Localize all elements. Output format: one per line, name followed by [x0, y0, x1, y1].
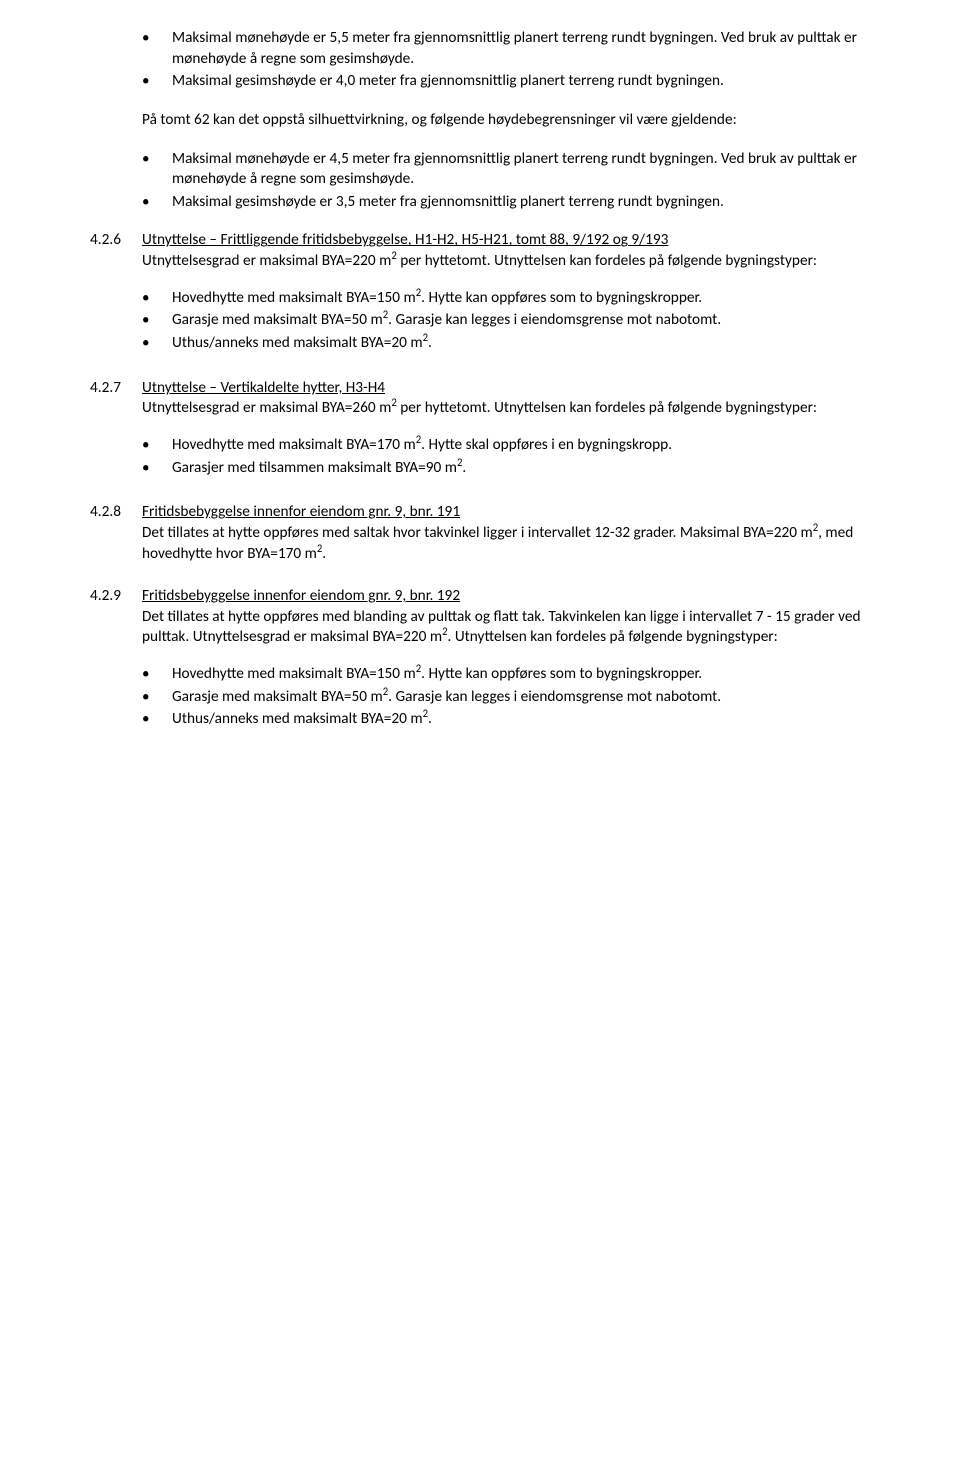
list-item: Uthus/anneks med maksimalt BYA=20 m2. — [142, 709, 870, 730]
section-text: Fritidsbebyggelse innenfor eiendom gnr. … — [142, 586, 870, 648]
section-text: Utnyttelse – Vertikaldelte hytter, H3-H4… — [142, 378, 870, 419]
section-bullet-list: Hovedhytte med maksimalt BYA=150 m2. Hyt… — [142, 288, 870, 354]
section-bullet-list: Hovedhytte med maksimalt BYA=150 m2. Hyt… — [142, 664, 870, 730]
section-title: Fritidsbebyggelse innenfor eiendom gnr. … — [142, 502, 460, 521]
section-bullet-list: Hovedhytte med maksimalt BYA=170 m2. Hyt… — [142, 435, 870, 478]
section-4-2-9: 4.2.9Fritidsbebyggelse innenfor eiendom … — [90, 586, 870, 748]
list-item: Maksimal gesimshøyde er 4,0 meter fra gj… — [142, 71, 870, 92]
list-item: Hovedhytte med maksimalt BYA=150 m2. Hyt… — [142, 288, 870, 309]
section-title: Fritidsbebyggelse innenfor eiendom gnr. … — [142, 586, 460, 605]
list-item: Maksimal gesimshøyde er 3,5 meter fra gj… — [142, 192, 870, 213]
list-item: Garasjer med tilsammen maksimalt BYA=90 … — [142, 458, 870, 479]
list-item: Garasje med maksimalt BYA=50 m2. Garasje… — [142, 687, 870, 708]
section-body: Fritidsbebyggelse innenfor eiendom gnr. … — [142, 586, 870, 748]
section-number: 4.2.8 — [90, 502, 142, 580]
section-number: 4.2.7 — [90, 378, 142, 497]
section-body-text: Utnyttelsesgrad er maksimal BYA=220 m2 p… — [142, 251, 817, 270]
section-body: Fritidsbebyggelse innenfor eiendom gnr. … — [142, 502, 870, 580]
section-number: 4.2.9 — [90, 586, 142, 748]
list-item: Maksimal mønehøyde er 4,5 meter fra gjen… — [142, 149, 870, 190]
section-body: Utnyttelse – Frittliggende fritidsbebygg… — [142, 230, 870, 371]
section-4-2-6: 4.2.6Utnyttelse – Frittliggende fritidsb… — [90, 230, 870, 371]
section-4-2-8: 4.2.8Fritidsbebyggelse innenfor eiendom … — [90, 502, 870, 580]
section-4-2-7: 4.2.7Utnyttelse – Vertikaldelte hytter, … — [90, 378, 870, 497]
section-text: Utnyttelse – Frittliggende fritidsbebygg… — [142, 230, 870, 271]
list-item: Hovedhytte med maksimalt BYA=150 m2. Hyt… — [142, 664, 870, 685]
mid-bullet-list: Maksimal mønehøyde er 4,5 meter fra gjen… — [142, 149, 870, 213]
section-title: Utnyttelse – Frittliggende fritidsbebygg… — [142, 230, 668, 249]
mid-intro-paragraph: På tomt 62 kan det oppstå silhuettvirkni… — [142, 110, 870, 131]
section-body: Utnyttelse – Vertikaldelte hytter, H3-H4… — [142, 378, 870, 497]
section-body-text: Utnyttelsesgrad er maksimal BYA=260 m2 p… — [142, 398, 817, 417]
section-text: Fritidsbebyggelse innenfor eiendom gnr. … — [142, 502, 870, 564]
list-item: Maksimal mønehøyde er 5,5 meter fra gjen… — [142, 28, 870, 69]
list-item: Uthus/anneks med maksimalt BYA=20 m2. — [142, 333, 870, 354]
list-item: Hovedhytte med maksimalt BYA=170 m2. Hyt… — [142, 435, 870, 456]
section-title: Utnyttelse – Vertikaldelte hytter, H3-H4 — [142, 378, 385, 397]
section-number: 4.2.6 — [90, 230, 142, 371]
list-item: Garasje med maksimalt BYA=50 m2. Garasje… — [142, 310, 870, 331]
top-bullet-list: Maksimal mønehøyde er 5,5 meter fra gjen… — [142, 28, 870, 92]
document-page: Maksimal mønehøyde er 5,5 meter fra gjen… — [0, 0, 960, 1482]
section-body-text: Det tillates at hytte oppføres med bland… — [142, 607, 860, 647]
section-body-text: Det tillates at hytte oppføres med salta… — [142, 523, 853, 563]
